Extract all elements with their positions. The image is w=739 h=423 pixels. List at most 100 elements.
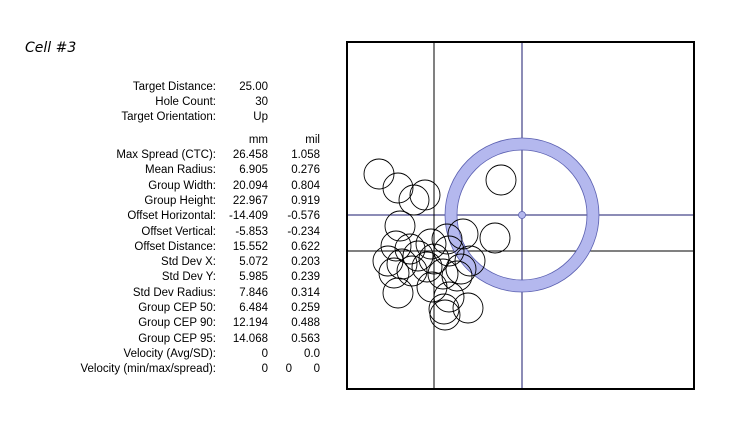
stats-panel: Target Distance: 25.00 Hole Count: 30 Ta… — [0, 0, 340, 423]
bullet-hole — [427, 258, 459, 290]
stat-row-target-orientation: Target Orientation: Up — [0, 110, 340, 124]
stat-label: Group Height: — [144, 194, 216, 207]
bullet-hole — [402, 240, 434, 272]
stat-label: Std Dev Y: — [161, 271, 216, 284]
stat-label: Group CEP 95: — [138, 332, 216, 345]
stat-value-mm: 15.552 — [232, 240, 268, 253]
bullet-hole — [398, 184, 430, 216]
stat-label: Velocity (Avg/SD): — [123, 347, 216, 360]
stat-row: Group CEP 90: 12.194 0.488 — [0, 316, 340, 330]
stat-row: Group CEP 50: 6.484 0.259 — [0, 301, 340, 315]
bullet-hole — [411, 251, 443, 283]
stat-value-mil: 0.919 — [291, 194, 320, 207]
stat-value-mm: -5.853 — [235, 225, 268, 238]
stat-label: Offset Horizontal: — [127, 210, 216, 223]
stat-value-mil: 0.563 — [291, 332, 320, 345]
bullet-hole — [409, 179, 441, 211]
bullet-hole — [431, 223, 463, 255]
target-ring-inner-edge — [456, 149, 588, 281]
bullet-hole — [380, 230, 412, 262]
bullet-hole — [418, 243, 450, 275]
bullet-hole — [447, 218, 479, 250]
stat-value-mm: 5.072 — [239, 256, 268, 269]
stat-value: Up — [253, 111, 268, 123]
stat-label: Mean Radius: — [145, 164, 216, 177]
bullet-hole — [433, 235, 465, 267]
bullet-hole — [396, 255, 428, 287]
stat-row: Offset Vertical: -5.853 -0.234 — [0, 225, 340, 239]
velocity-min: 0 — [261, 363, 268, 375]
target-plot — [346, 41, 695, 390]
stat-value-mil: 0.488 — [291, 317, 320, 330]
stat-value-mm: 5.985 — [239, 271, 268, 284]
stat-label: Group CEP 50: — [138, 302, 216, 314]
target-svg — [348, 43, 693, 388]
bullet-hole — [384, 210, 416, 242]
stat-value-mm: 0 — [261, 347, 268, 360]
bullet-hole — [394, 233, 426, 265]
stat-row: Max Spread (CTC): 26.458 1.058 — [0, 148, 340, 162]
stat-value-mm: 14.068 — [232, 332, 268, 345]
cell-title: Cell #3 — [25, 40, 77, 56]
bullet-hole — [479, 222, 511, 254]
stat-value-mil: -0.234 — [287, 225, 320, 238]
bullet-hole — [433, 281, 465, 313]
bullet-hole — [485, 164, 517, 196]
stat-row: Std Dev Radius: 7.846 0.314 — [0, 286, 340, 300]
velocity-spread: 0 — [313, 363, 320, 375]
stat-label: Std Dev X: — [161, 256, 216, 269]
stat-value-mm: 26.458 — [232, 149, 268, 161]
stat-value-mil: -0.576 — [287, 210, 320, 223]
stat-label: Hole Count: — [155, 96, 216, 108]
stat-label: Std Dev Radius: — [132, 286, 216, 299]
stat-value-mil: 0.239 — [291, 271, 320, 284]
stat-value-mil: 0.0 — [304, 347, 320, 360]
units-header: mm mil — [0, 133, 340, 147]
stat-label: Offset Distance: — [134, 240, 216, 253]
unit-mil-label: mil — [305, 134, 320, 146]
stat-value-mil: 0.804 — [291, 179, 320, 192]
stat-label: Target Orientation: — [121, 111, 216, 123]
stat-row-target-distance: Target Distance: 25.00 — [0, 80, 340, 94]
stat-value-mm: 7.846 — [239, 286, 268, 299]
bullet-hole — [452, 292, 484, 324]
stat-label: Offset Vertical: — [141, 225, 216, 238]
bullet-hole — [445, 253, 477, 285]
stat-value-mm: 22.967 — [232, 194, 268, 207]
stat-row: Offset Distance: 15.552 0.622 — [0, 240, 340, 254]
stat-row: Mean Radius: 6.905 0.276 — [0, 163, 340, 177]
stat-value-mm: 12.194 — [232, 317, 268, 330]
aim-point-mark — [518, 211, 526, 219]
stat-label: Group Width: — [148, 179, 216, 192]
stat-value-mm: -14.409 — [228, 210, 268, 223]
velocity-max: 0 — [285, 363, 292, 375]
bullet-hole — [454, 245, 486, 277]
stat-row-velocity-min-max-spread: Velocity (min/max/spread): 0 0 0 — [0, 362, 340, 376]
stat-label: Target Distance: — [132, 81, 216, 93]
stat-value: 30 — [255, 96, 268, 108]
stat-row: Group Height: 22.967 0.919 — [0, 194, 340, 208]
bullet-hole — [429, 299, 461, 331]
bullet-hole — [416, 271, 448, 303]
stat-value-mm: 6.484 — [239, 302, 268, 314]
stat-label: Group CEP 90: — [138, 317, 216, 330]
target-ring — [445, 138, 599, 292]
stat-row: Offset Horizontal: -14.409 -0.576 — [0, 209, 340, 223]
unit-mm-label: mm — [248, 134, 268, 146]
stat-row: Std Dev Y: 5.985 0.239 — [0, 270, 340, 284]
stat-label: Velocity (min/max/spread): — [80, 363, 217, 375]
stat-row: Group Width: 20.094 0.804 — [0, 179, 340, 193]
bullet-hole — [363, 158, 395, 190]
stat-value-mm: 6.905 — [239, 164, 268, 177]
stat-row-hole-count: Hole Count: 30 — [0, 95, 340, 109]
stat-value-mil: 1.058 — [291, 149, 320, 161]
stat-value-mil: 0.622 — [291, 240, 320, 253]
bullet-hole — [378, 257, 410, 289]
target-ring-outer-edge — [444, 137, 600, 293]
stat-value-mm: 20.094 — [232, 179, 268, 192]
stat-row: Std Dev X: 5.072 0.203 — [0, 255, 340, 269]
stat-row: Group CEP 95: 14.068 0.563 — [0, 332, 340, 346]
stat-value-mil: 0.259 — [291, 302, 320, 314]
stat-row: Velocity (Avg/SD): 0 0.0 — [0, 347, 340, 361]
stat-label: Max Spread (CTC): — [116, 149, 216, 161]
